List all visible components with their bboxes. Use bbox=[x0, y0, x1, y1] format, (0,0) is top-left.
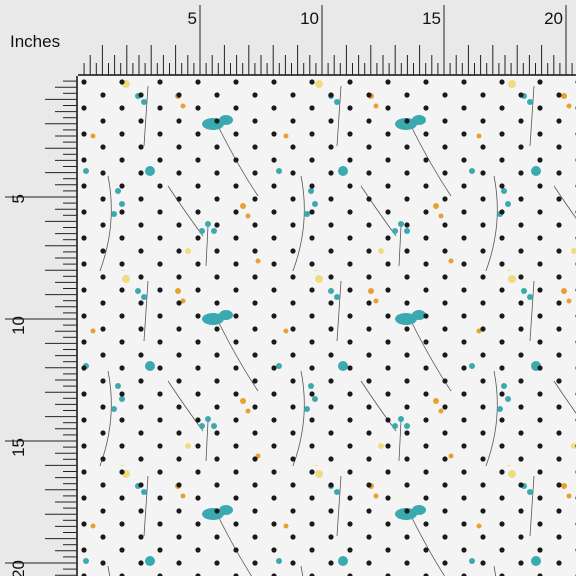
top-ruler bbox=[0, 0, 576, 76]
polka-dots bbox=[78, 76, 576, 576]
top-label: 20 bbox=[544, 9, 563, 28]
top-label: 5 bbox=[188, 9, 197, 28]
top-label: 10 bbox=[300, 9, 319, 28]
left-label: 10 bbox=[9, 316, 28, 335]
left-label: 15 bbox=[9, 438, 28, 457]
left-label: 20 bbox=[9, 560, 28, 576]
left-label: 5 bbox=[9, 194, 28, 203]
unit-label: Inches bbox=[10, 32, 60, 51]
ruler-ticks bbox=[5, 5, 573, 576]
top-label: 15 bbox=[422, 9, 441, 28]
